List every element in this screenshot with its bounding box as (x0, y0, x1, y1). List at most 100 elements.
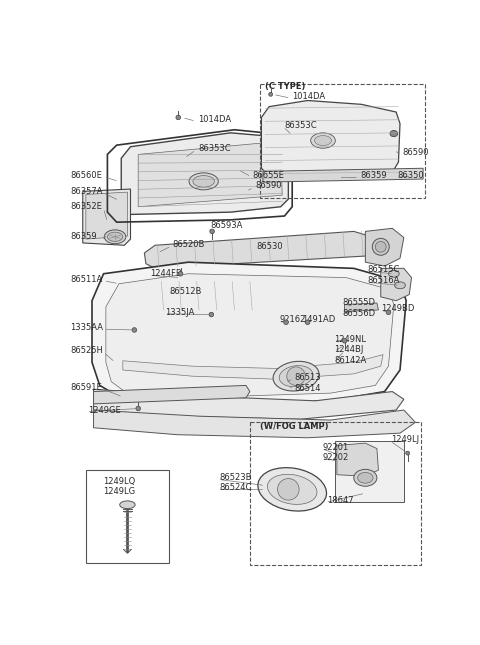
Ellipse shape (311, 133, 336, 148)
Text: 86513: 86513 (295, 373, 321, 382)
Ellipse shape (193, 175, 215, 187)
Text: 86350: 86350 (397, 172, 423, 181)
Text: 1491AD: 1491AD (302, 315, 336, 324)
Text: 18647: 18647 (327, 497, 353, 506)
Bar (335, 441, 404, 502)
Ellipse shape (120, 501, 135, 509)
Circle shape (132, 328, 137, 332)
Polygon shape (138, 141, 282, 207)
Polygon shape (381, 268, 411, 301)
Ellipse shape (273, 361, 319, 391)
Text: 1249BD: 1249BD (381, 304, 414, 313)
Text: 1249GE: 1249GE (88, 406, 121, 415)
Text: 1244BJ: 1244BJ (335, 346, 364, 355)
Text: 86590: 86590 (402, 148, 429, 157)
Polygon shape (83, 189, 131, 245)
Circle shape (178, 272, 183, 276)
Polygon shape (345, 303, 378, 312)
Text: 86590: 86590 (255, 181, 282, 190)
Polygon shape (94, 386, 250, 404)
Text: 86556D: 86556D (342, 308, 375, 317)
Ellipse shape (108, 232, 123, 241)
Circle shape (136, 406, 141, 411)
Text: 1249LJ: 1249LJ (391, 435, 419, 444)
Ellipse shape (375, 241, 386, 252)
Text: 86514: 86514 (295, 384, 321, 393)
Text: 86524C: 86524C (219, 483, 252, 492)
Ellipse shape (258, 468, 326, 511)
Polygon shape (263, 168, 423, 182)
Text: 86353C: 86353C (198, 144, 231, 153)
Text: 86530: 86530 (256, 243, 283, 252)
Circle shape (342, 339, 347, 343)
Text: 1014DA: 1014DA (198, 115, 231, 124)
Text: 86591E: 86591E (71, 383, 102, 392)
Text: 1249NL: 1249NL (335, 335, 367, 344)
Ellipse shape (189, 173, 218, 190)
Text: 86352E: 86352E (71, 203, 102, 212)
Polygon shape (86, 192, 127, 239)
Text: 86593A: 86593A (211, 221, 243, 230)
Text: 92201: 92201 (323, 442, 349, 451)
Bar (260, 84, 425, 197)
Text: 86560E: 86560E (71, 171, 102, 180)
Circle shape (269, 92, 273, 96)
Polygon shape (144, 232, 373, 268)
Text: 86359: 86359 (360, 172, 386, 181)
Bar (250, 422, 421, 565)
Polygon shape (94, 410, 415, 438)
Bar (86, 470, 169, 562)
Text: 86357A: 86357A (71, 187, 103, 196)
Polygon shape (106, 273, 394, 397)
Text: 1249LQ: 1249LQ (104, 477, 136, 486)
Circle shape (406, 451, 409, 455)
Polygon shape (150, 275, 258, 316)
Ellipse shape (395, 282, 406, 289)
Text: 86655E: 86655E (252, 171, 284, 180)
Text: 86515C: 86515C (368, 265, 400, 274)
Text: 1335JA: 1335JA (165, 308, 194, 317)
Ellipse shape (390, 130, 398, 137)
Circle shape (210, 229, 215, 233)
Text: 86523B: 86523B (219, 473, 252, 482)
Circle shape (176, 115, 180, 120)
Text: 86520B: 86520B (173, 240, 205, 249)
Text: 1014DA: 1014DA (292, 92, 325, 101)
Text: 86353C: 86353C (285, 121, 317, 130)
Circle shape (277, 479, 299, 500)
Ellipse shape (388, 270, 399, 277)
Text: 86525H: 86525H (71, 346, 103, 355)
Polygon shape (337, 443, 378, 476)
Text: 1335AA: 1335AA (71, 323, 104, 332)
Ellipse shape (358, 472, 373, 483)
Ellipse shape (271, 159, 279, 165)
Text: 86512B: 86512B (169, 287, 202, 296)
Text: (C TYPE): (C TYPE) (265, 82, 306, 91)
Circle shape (284, 320, 288, 324)
Text: 92162: 92162 (279, 315, 305, 324)
Polygon shape (123, 355, 383, 379)
Text: 86555D: 86555D (342, 298, 375, 307)
Text: 1249LG: 1249LG (104, 487, 136, 496)
Ellipse shape (267, 474, 317, 504)
Circle shape (287, 367, 305, 386)
Ellipse shape (104, 230, 126, 244)
Text: 86511A: 86511A (71, 275, 103, 284)
Text: 92202: 92202 (323, 453, 349, 462)
Text: 1244FB: 1244FB (150, 269, 181, 278)
Ellipse shape (354, 470, 377, 486)
Polygon shape (262, 101, 400, 177)
Circle shape (386, 310, 391, 315)
Polygon shape (92, 263, 406, 404)
Ellipse shape (314, 135, 332, 146)
Ellipse shape (372, 239, 389, 255)
Circle shape (209, 312, 214, 317)
Text: 86142A: 86142A (335, 356, 367, 365)
Text: (W/FOG LAMP): (W/FOG LAMP) (260, 422, 328, 431)
Ellipse shape (279, 366, 313, 387)
Polygon shape (94, 389, 404, 419)
Text: 86359: 86359 (71, 232, 97, 241)
Circle shape (305, 320, 310, 324)
Polygon shape (121, 133, 288, 214)
Polygon shape (365, 228, 404, 266)
